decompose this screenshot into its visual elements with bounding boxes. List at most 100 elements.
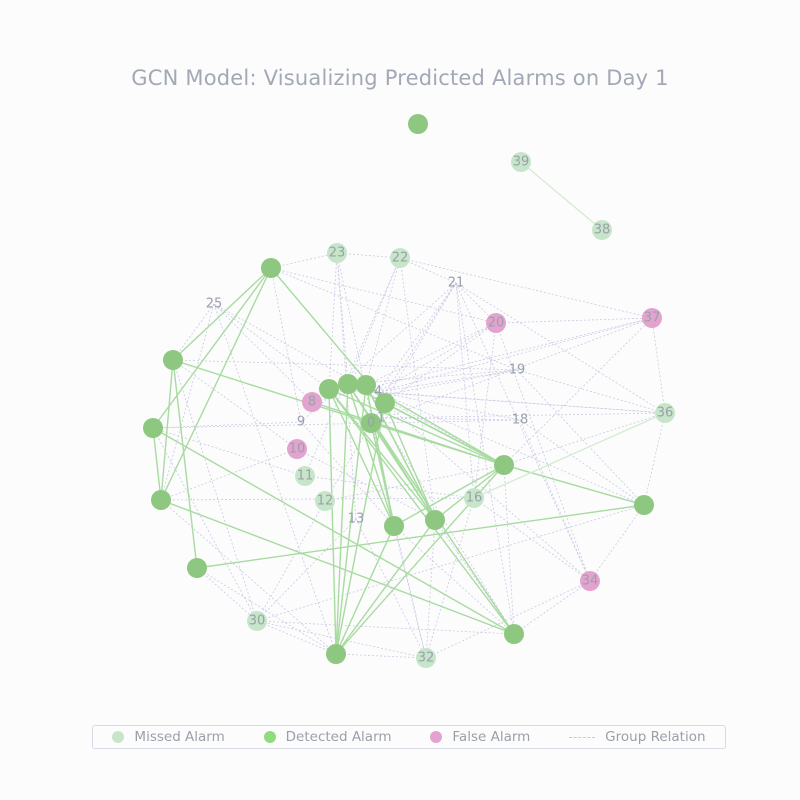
group-relation-edge [347,369,518,385]
detected-alarm-marker-icon [263,731,276,743]
alarm-edge [370,422,436,521]
node-6 [338,374,358,394]
group-relation-edge [347,257,401,385]
group-relation-edge [503,317,653,466]
group-relation-edge [516,369,645,506]
legend-detected-label: Detected Alarm [285,729,392,745]
node-marker [319,379,339,399]
node-38: 38 [592,220,612,240]
node-19: 19 [509,363,526,378]
false-alarm-marker-icon [430,731,443,743]
node-marker [163,350,183,370]
node-17 [494,455,514,475]
group-relation-edge [455,282,497,324]
alarm-edge [160,359,174,501]
node-marker [143,418,163,438]
node-2 [375,393,395,413]
group-relation-edge [377,369,518,393]
node-marker [338,374,358,394]
node-39: 39 [511,152,531,172]
node-29 [187,558,207,578]
group-relation-edge [213,303,313,403]
group-relation-edge [304,475,475,499]
alarm-edges [152,161,666,655]
node-marker [326,644,346,664]
group-relation-edge [589,504,645,582]
node-11: 11 [295,466,315,486]
alarm-edge [152,267,272,429]
group-relation-edge [519,419,591,582]
node-label: 21 [448,276,465,291]
legend-false-label: False Alarm [452,729,531,745]
node-marker [504,624,524,644]
group-relation-edge [172,303,215,361]
node-23: 23 [327,243,347,263]
alarm-edge [172,359,372,424]
legend-detected: Detected Alarm [263,729,392,745]
alarm-edge [160,267,272,501]
alarm-edge [311,401,505,466]
node-label: 30 [249,614,266,629]
group-relation-edge [336,252,349,385]
group-relation-edge [196,567,337,655]
group-relation-edge [495,322,591,582]
node-15 [425,510,445,530]
node-marker [580,571,600,591]
legend-false: False Alarm [430,729,530,745]
node-4: 4 [374,385,382,400]
group-relation-edge [473,322,497,499]
group-relation-edge [380,412,666,419]
node-32: 32 [416,648,436,668]
legend-missed-label: Missed Alarm [134,729,225,745]
group-relation-edge [425,580,591,659]
group-relation-line-icon [569,736,596,738]
group-relation-edge [160,448,298,501]
alarm-edge [335,384,367,655]
node-21: 21 [448,276,465,291]
node-label: 34 [582,574,599,589]
node-20: 20 [486,313,506,333]
node-marker [247,611,267,631]
alarm-edge [503,464,645,506]
alarm-edge [347,383,505,466]
group-relation-edge [160,303,215,501]
node-marker [642,308,662,328]
group-relation-edge [383,369,518,396]
group-relation-edge [256,620,427,659]
node-label: 38 [594,223,611,238]
group-relation-edge [473,497,591,582]
node-label: 32 [418,651,435,666]
group-relation-edge [270,267,518,371]
node-18: 18 [512,413,529,428]
node-marker [384,516,404,536]
node-35 [634,495,654,515]
alarm-edge [335,525,395,655]
node-28 [151,490,171,510]
group-relation-edge [377,322,497,393]
node-16: 16 [464,488,484,508]
node-24 [261,258,281,278]
node-marker [425,510,445,530]
node-marker [464,488,484,508]
node-marker [302,392,322,412]
node-5 [356,375,376,395]
group-relation-edge [384,322,497,404]
group-relation-edge [651,317,666,414]
legend-missed: Missed Alarm [112,729,225,745]
legend-relation-label: Group Relation [605,729,706,745]
group-relation-edge [503,464,515,635]
node-0: 0 [361,413,381,433]
node-label: 36 [657,406,674,421]
node-marker [511,152,531,172]
node-36: 36 [655,403,675,423]
node-label: 12 [317,494,334,509]
node-31 [326,644,346,664]
alarm-edge [152,427,162,501]
alarm-edge [335,519,436,655]
node-marker [655,403,675,423]
alarm-edge [335,383,349,655]
node-label: 0 [367,416,375,431]
node-label: 18 [512,413,529,428]
alarm-edge [328,388,337,655]
